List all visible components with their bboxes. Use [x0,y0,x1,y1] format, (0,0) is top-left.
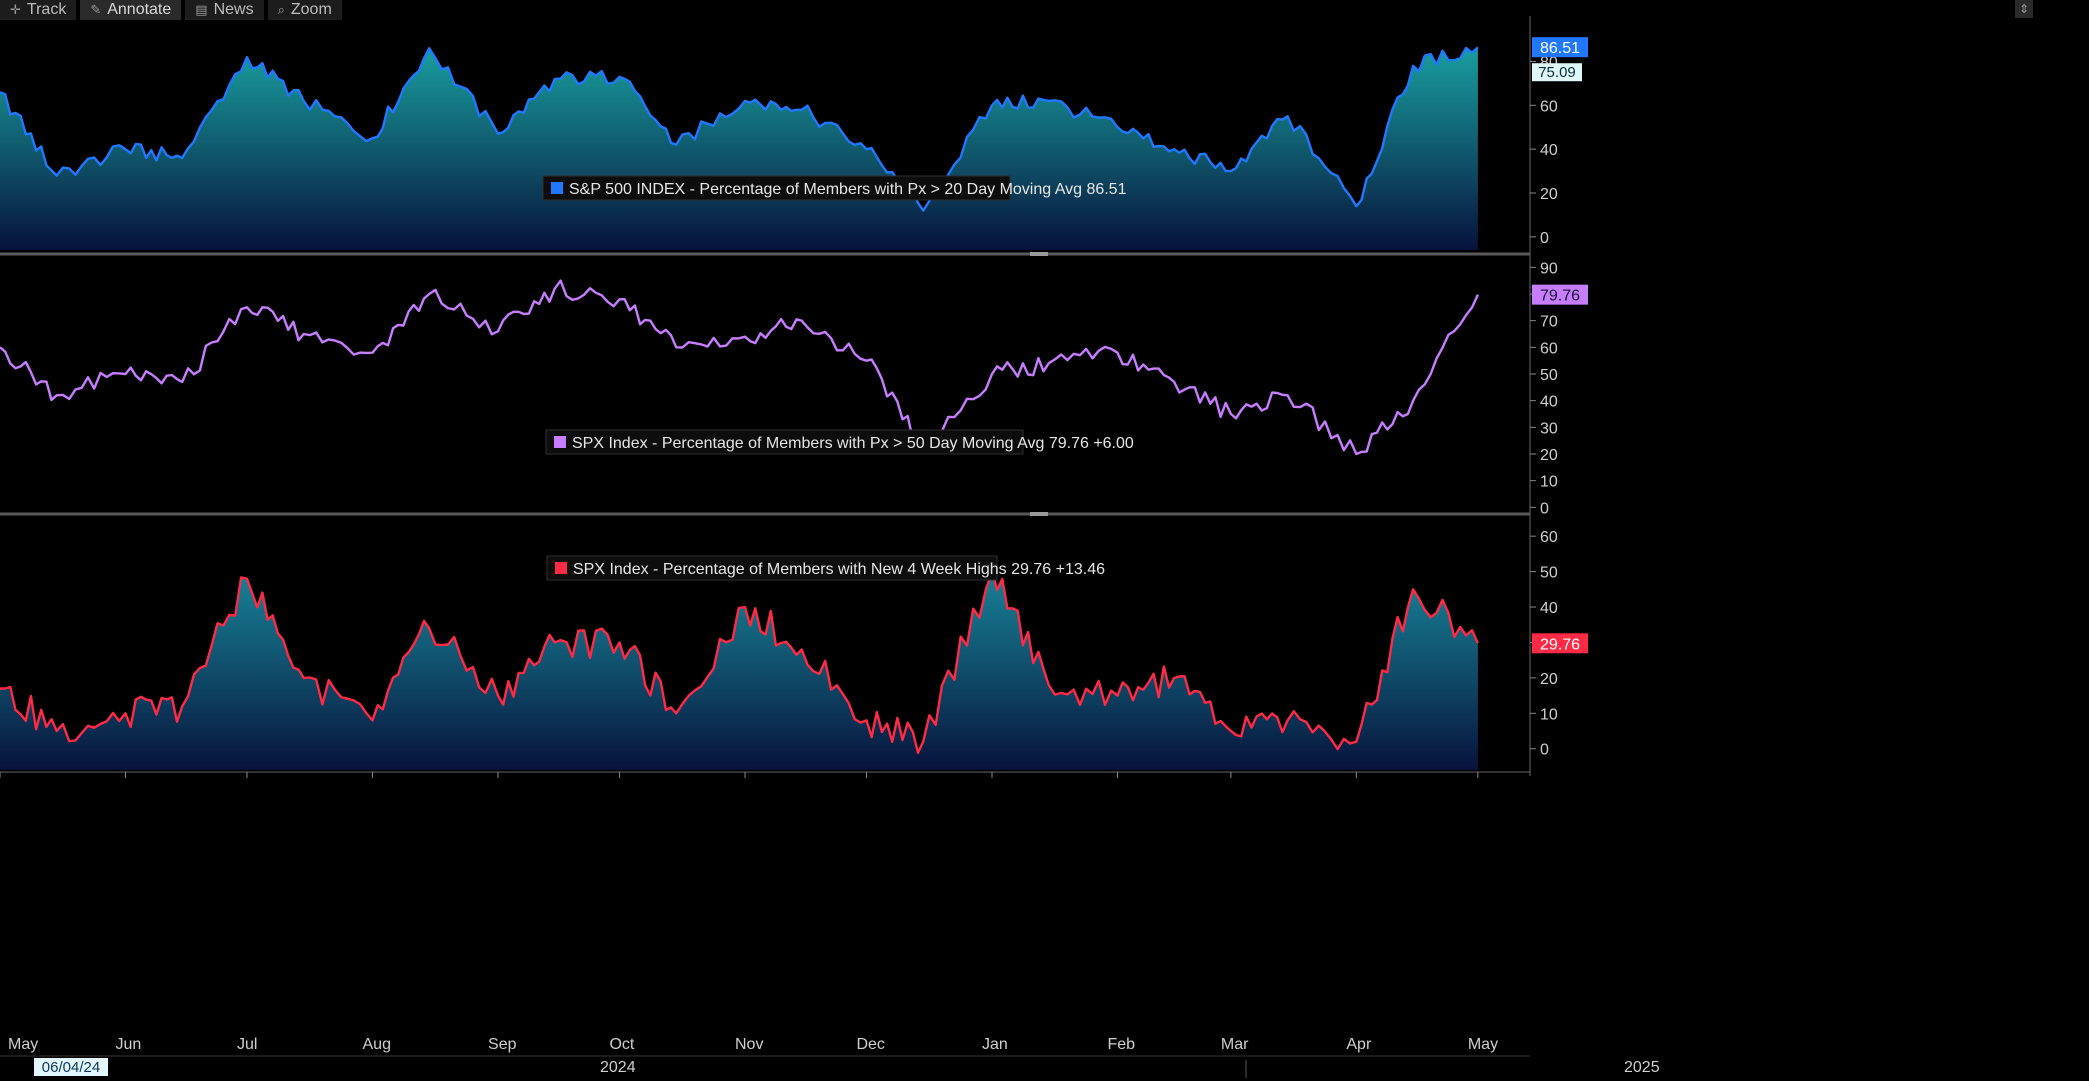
last-value-badge [1532,633,1588,654]
legend-swatch [554,436,566,448]
x-month-label: May [1468,1036,1498,1053]
news-button[interactable]: ▤ News [185,0,264,20]
legend-label: S&P 500 INDEX - Percentage of Members wi… [569,181,1127,198]
chart-toolbar: ✛ Track ✎ Annotate ▤ News ⌕ Zoom [0,0,342,20]
track-label: Track [26,1,67,18]
y-tick-label: 50 [1540,367,1558,384]
x-month-label: May [8,1036,38,1053]
y-tick-label: 30 [1540,420,1558,437]
last-value-label: 29.76 [1540,636,1580,653]
x-month-label: Jul [237,1036,257,1053]
x-month-label: Nov [735,1036,763,1053]
legend-box [546,555,998,581]
y-tick-label: 40 [1540,142,1558,159]
y-tick-label: 0 [1540,230,1549,247]
news-label: News [213,1,254,18]
y-tick-label: 50 [1540,565,1558,582]
last-value-badge [1532,284,1588,305]
y-tick-label: 60 [1540,98,1558,115]
y-tick-label: 10 [1540,706,1558,723]
y-tick-label: 0 [1540,742,1549,759]
legend-label: SPX Index - Percentage of Members with P… [572,435,1134,452]
x-month-label: Jan [982,1036,1008,1053]
y-tick-label: 70 [1540,314,1558,331]
last-value-badge [1532,37,1588,58]
series-line [0,570,1479,754]
series-line [0,46,1479,212]
legend-label: SPX Index - Percentage of Members with N… [573,561,1105,578]
zoom-button[interactable]: ⌕ Zoom [267,0,342,20]
x-month-label: Mar [1221,1036,1249,1053]
series-area [0,47,1478,251]
x-month-label: Feb [1108,1036,1136,1053]
x-month-label: Oct [609,1036,634,1053]
y-tick-label: 90 [1540,260,1558,277]
x-month-label: Jun [116,1036,142,1053]
cursor-date-label: 06/04/24 [42,1059,100,1076]
legend-swatch [555,562,567,574]
legend-box [545,429,1024,455]
cursor-date-badge [34,1058,108,1076]
y-tick-label: 0 [1540,500,1549,517]
legend-swatch [551,182,563,194]
y-tick-label: 20 [1540,447,1558,464]
y-tick-label: 20 [1540,671,1558,688]
y-tick-label: 60 [1540,340,1558,357]
separator-handle [1030,512,1048,516]
crosshair-icon: ✛ [10,2,21,17]
pencil-icon: ✎ [90,2,102,17]
annotate-label: Annotate [107,1,172,18]
y-tick-label: 40 [1540,394,1558,411]
series-line [0,279,1479,456]
y-tick-label: 40 [1540,600,1558,617]
x-year-label: 2025 [1624,1059,1660,1076]
y-tick-label: 20 [1540,186,1558,203]
extra-value-label: 75.09 [1538,64,1576,81]
annotate-button[interactable]: ✎ Annotate [80,0,182,20]
y-tick-label: 10 [1540,474,1558,491]
magnifier-icon: ⌕ [277,2,285,17]
zoom-label: Zoom [290,1,332,18]
last-value-label: 79.76 [1540,288,1580,305]
track-button[interactable]: ✛ Track [0,0,77,20]
separator-handle [1030,252,1048,256]
extra-value-badge [1532,63,1582,82]
series-area [0,571,1478,770]
last-value-label: 86.51 [1540,40,1580,57]
x-year-label: 2024 [600,1059,636,1076]
x-month-label: Aug [363,1036,391,1053]
x-month-label: Dec [856,1036,884,1053]
y-tick-label: 60 [1540,529,1558,546]
collapse-icon[interactable]: ⇕ [2015,0,2033,18]
legend-box [542,175,1011,201]
newspaper-icon: ▤ [195,2,208,17]
x-month-label: Sep [488,1036,517,1053]
x-month-label: Apr [1346,1036,1372,1053]
